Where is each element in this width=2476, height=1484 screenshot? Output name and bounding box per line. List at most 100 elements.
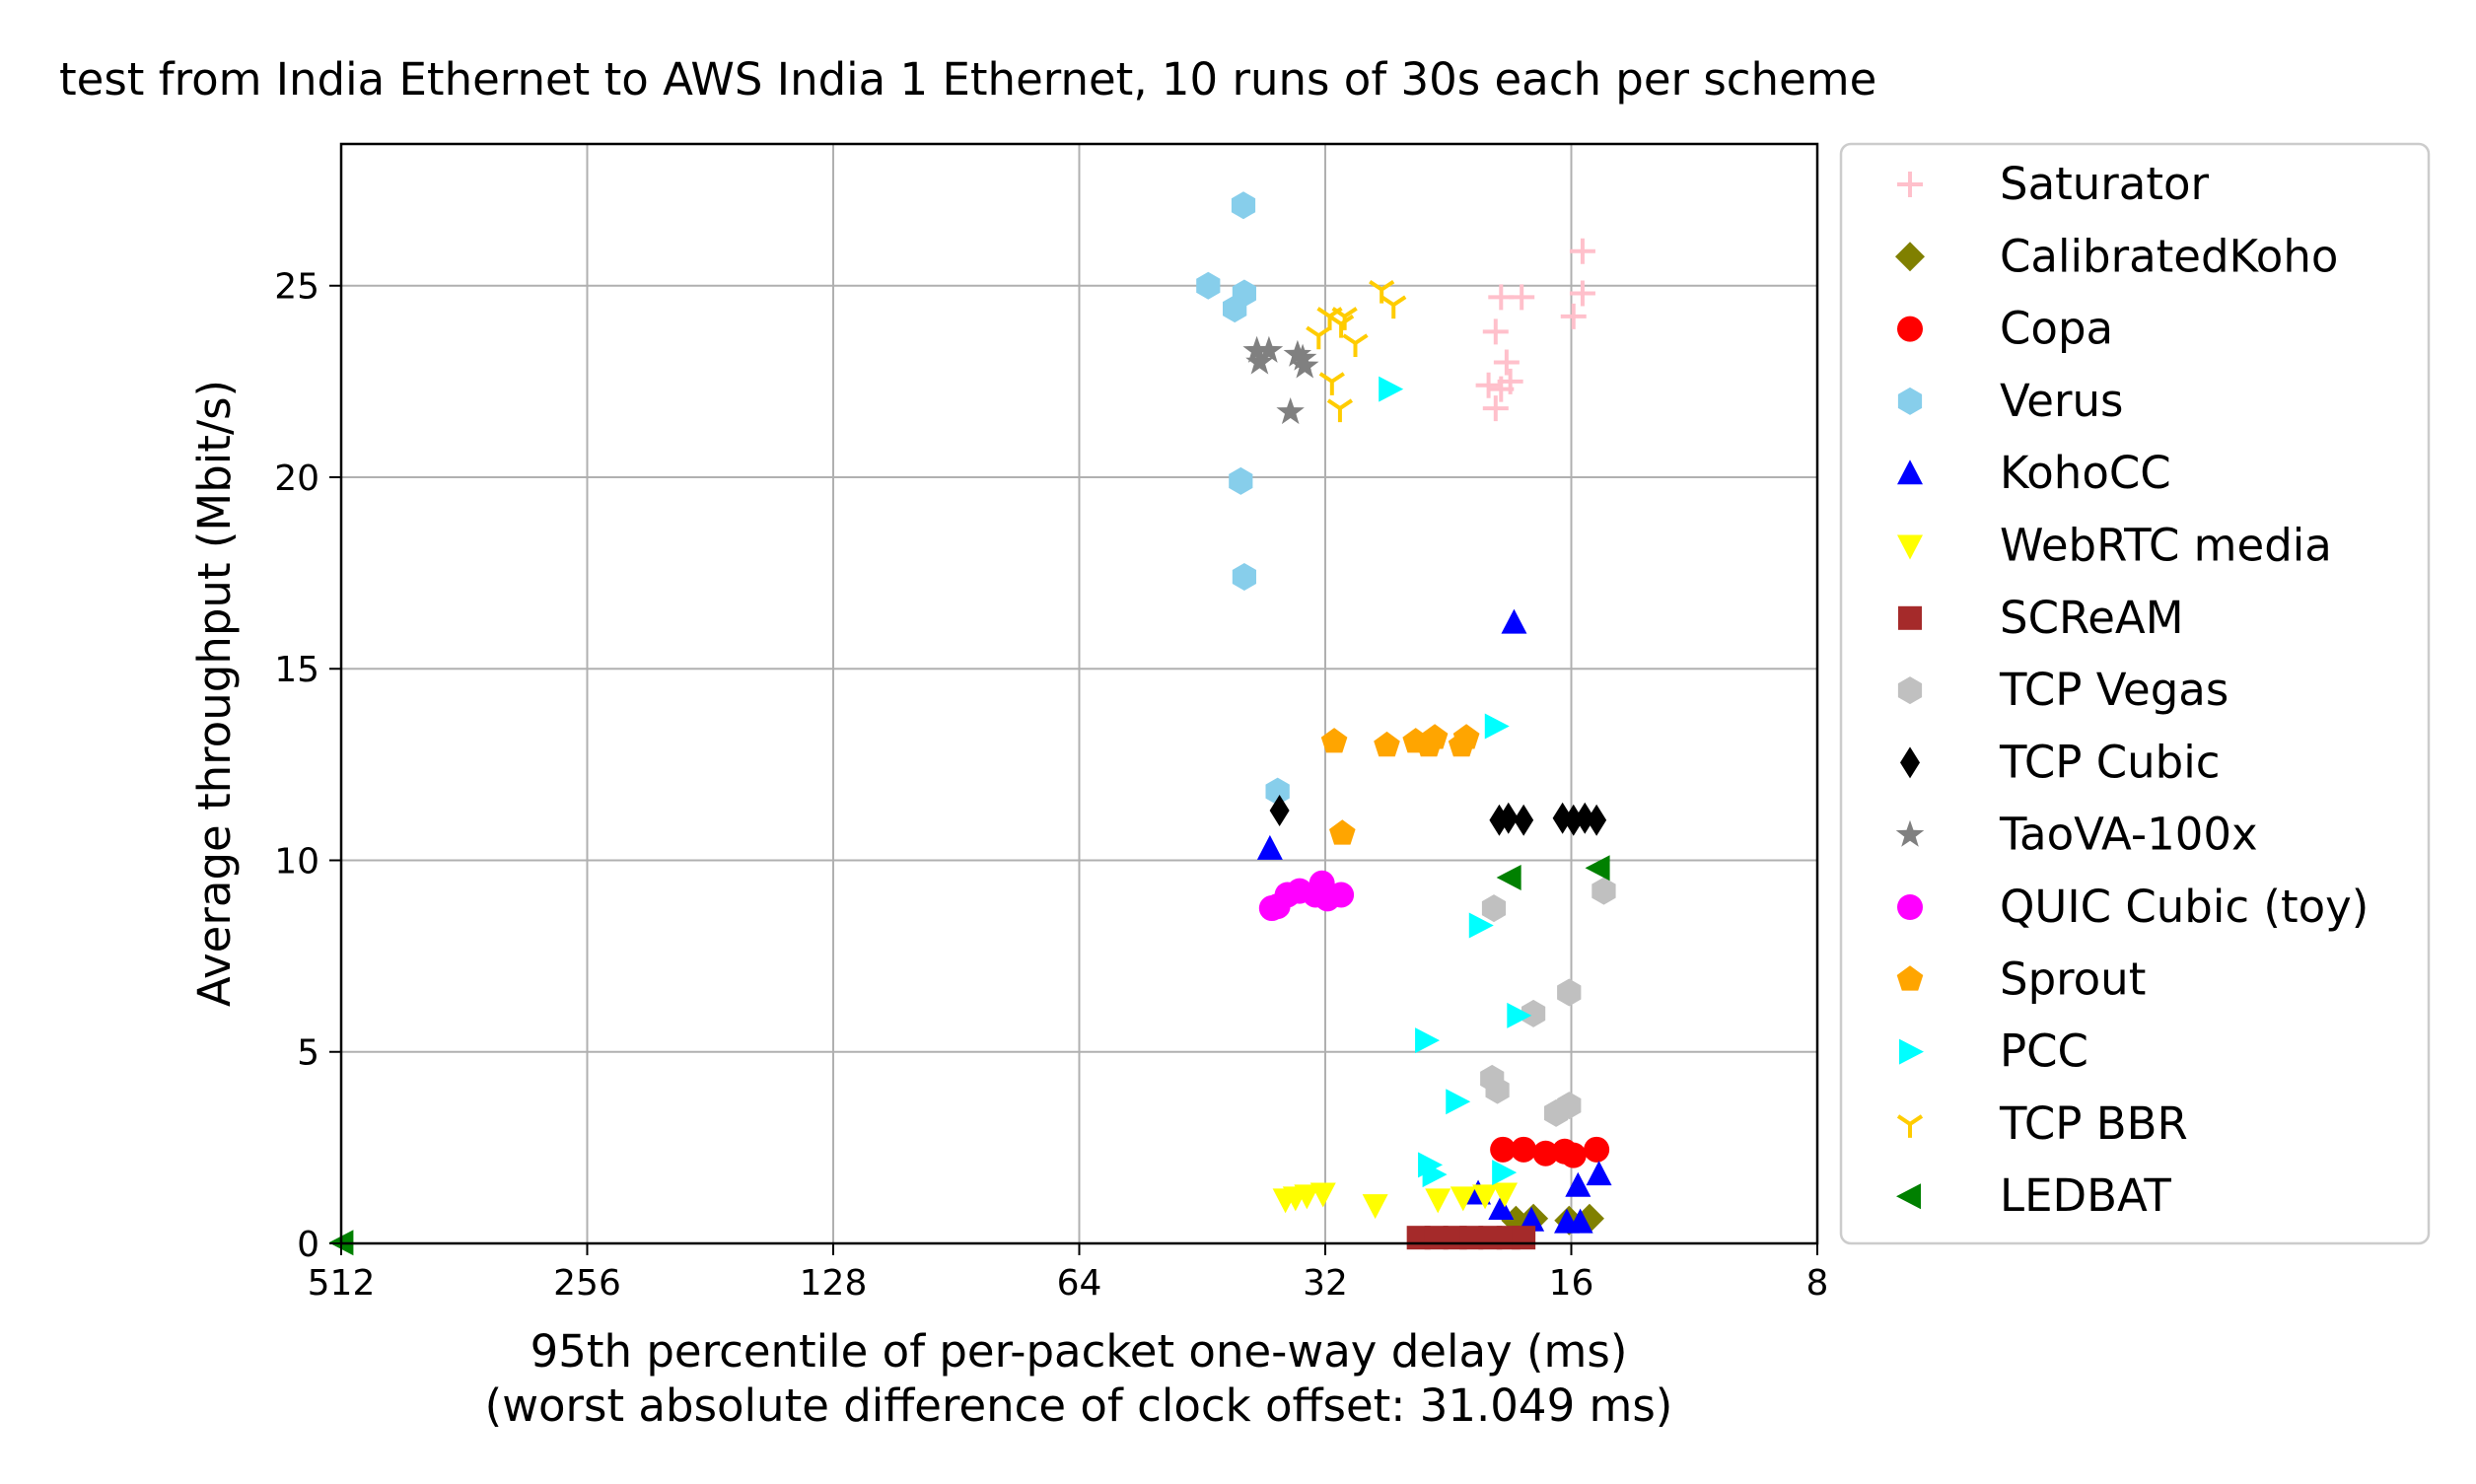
data-point-pcc [1422,1162,1448,1188]
data-point-webrtc-media [1282,1186,1309,1212]
series-scream [1406,1226,1536,1250]
data-point-taova-100x [1245,347,1274,375]
data-point-tcp-vegas [1485,1076,1510,1104]
legend-item-quic-cubic-toy: QUIC Cubic (toy) [1897,881,2369,933]
x-axis-label: 95th percentile of per-packet one-way de… [531,1325,1628,1378]
data-point-verus [1232,563,1256,591]
data-point-tcp-cubic [1269,794,1290,826]
y-tick-label: 15 [274,650,319,690]
data-point-kohocc [1519,1206,1545,1232]
data-point-saturator [1560,303,1587,329]
legend-marker [1896,1114,1924,1138]
data-point-pcc [1415,1027,1441,1054]
data-point-tcp-cubic [1587,804,1607,836]
x-axis-sublabel: (worst absolute difference of clock offs… [485,1379,1673,1432]
legend-item-sprout: Sprout [1896,953,2146,1005]
series-taova-100x [1242,335,1319,425]
data-point-tcp-bbr [1342,333,1369,358]
x-tick-label: 256 [553,1263,621,1304]
data-point-tcp-cubic [1498,802,1519,834]
data-point-ledbat [1585,855,1610,882]
data-point-tcp-bbr [1306,325,1332,350]
legend-item-calibratedkoho: CalibratedKoho [1895,230,2338,282]
legend-marker [1897,172,1923,197]
data-point-tcp-cubic [1563,804,1584,836]
data-point-tcp-bbr [1326,398,1354,423]
legend: Saturator CalibratedKoho Copa Verus KohoCC We… [1839,142,2431,1245]
legend-label: Verus [2000,375,2123,427]
legend-label: Sprout [2000,953,2146,1005]
legend-item-ledbat: LEDBAT [1896,1169,2171,1222]
data-point-copa [1584,1136,1610,1163]
series-verus [1196,191,1290,806]
data-point-webrtc-media [1492,1182,1519,1208]
data-point-scream [1512,1226,1536,1250]
data-points [328,191,1616,1256]
legend-item-pcc: PCC [1899,1025,2088,1078]
data-point-pcc [1468,912,1494,939]
data-point-saturator [1569,238,1595,264]
data-point-saturator [1482,395,1509,422]
data-point-taova-100x [1283,339,1312,367]
legend-marker [1898,605,1922,630]
series-tcp-cubic [1269,794,1607,836]
data-point-tcp-bbr [1380,295,1407,319]
data-point-kohocc [1567,1208,1593,1234]
data-point-quic-cubic-toy [1328,882,1355,908]
legend-frame [1839,142,2431,1245]
data-point-saturator [1475,372,1502,398]
data-point-kohocc [1565,1171,1592,1197]
chart-title: test from India Ethernet to AWS India 1 … [59,53,1876,106]
y-tick-label: 5 [297,1033,319,1074]
legend-label: Copa [2000,303,2113,355]
series-kohocc [1256,608,1612,1234]
legend-marker [1900,746,1920,779]
data-point-sprout [1452,724,1480,749]
data-point-taova-100x [1254,335,1284,363]
series-webrtc-media [1272,1182,1519,1220]
y-tick-label: 10 [274,841,319,882]
x-tick-label: 512 [308,1263,376,1304]
legend-label: CalibratedKoho [2000,230,2338,282]
series-pcc [1379,376,1532,1188]
x-tick-label: 32 [1303,1263,1348,1304]
data-point-saturator [1488,376,1515,402]
legend-label: PCC [2000,1025,2088,1078]
data-point-tcp-vegas [1481,894,1507,923]
y-tick-label: 20 [274,459,319,499]
data-point-tcp-vegas [1592,877,1616,905]
legend-label: SCReAM [2000,592,2184,644]
data-point-saturator [1482,318,1509,345]
data-point-sprout [1329,819,1356,845]
data-point-taova-100x [1288,343,1317,371]
data-point-copa [1511,1136,1537,1163]
data-point-kohocc [1586,1161,1612,1186]
legend-label: WebRTC media [2000,520,2332,572]
data-point-kohocc [1501,608,1527,634]
data-point-tcp-vegas [1557,1092,1582,1120]
legend-marker [1895,242,1925,272]
legend-marker [1897,894,1923,920]
y-tick-label: 0 [297,1225,319,1265]
data-point-pcc [1492,1160,1518,1186]
legend-marker [1897,316,1923,342]
legend-item-tcp-cubic: TCP Cubic [1900,736,2220,788]
legend-marker [1897,676,1923,705]
y-axis-label: Average throughput (Mbit/s) [188,380,241,1007]
data-point-pcc [1507,1002,1532,1028]
legend-marker [1899,1038,1924,1065]
data-point-kohocc [1488,1195,1515,1221]
legend-label: LEDBAT [2000,1169,2171,1222]
data-point-pcc [1484,713,1510,740]
legend-label: QUIC Cubic (toy) [2000,881,2369,933]
legend-item-tcp-vegas: TCP Vegas [1897,664,2228,716]
data-point-webrtc-media [1362,1194,1388,1220]
legend-label: TCP Vegas [1999,664,2228,716]
legend-label: TCP Cubic [1999,736,2220,788]
data-point-saturator [1493,349,1520,376]
y-axis-ticks: 0 5 10 15 20 25 [274,267,341,1265]
series-tcp-bbr [1306,279,1407,423]
data-point-tcp-vegas [1557,978,1582,1007]
x-tick-label: 16 [1549,1263,1594,1304]
